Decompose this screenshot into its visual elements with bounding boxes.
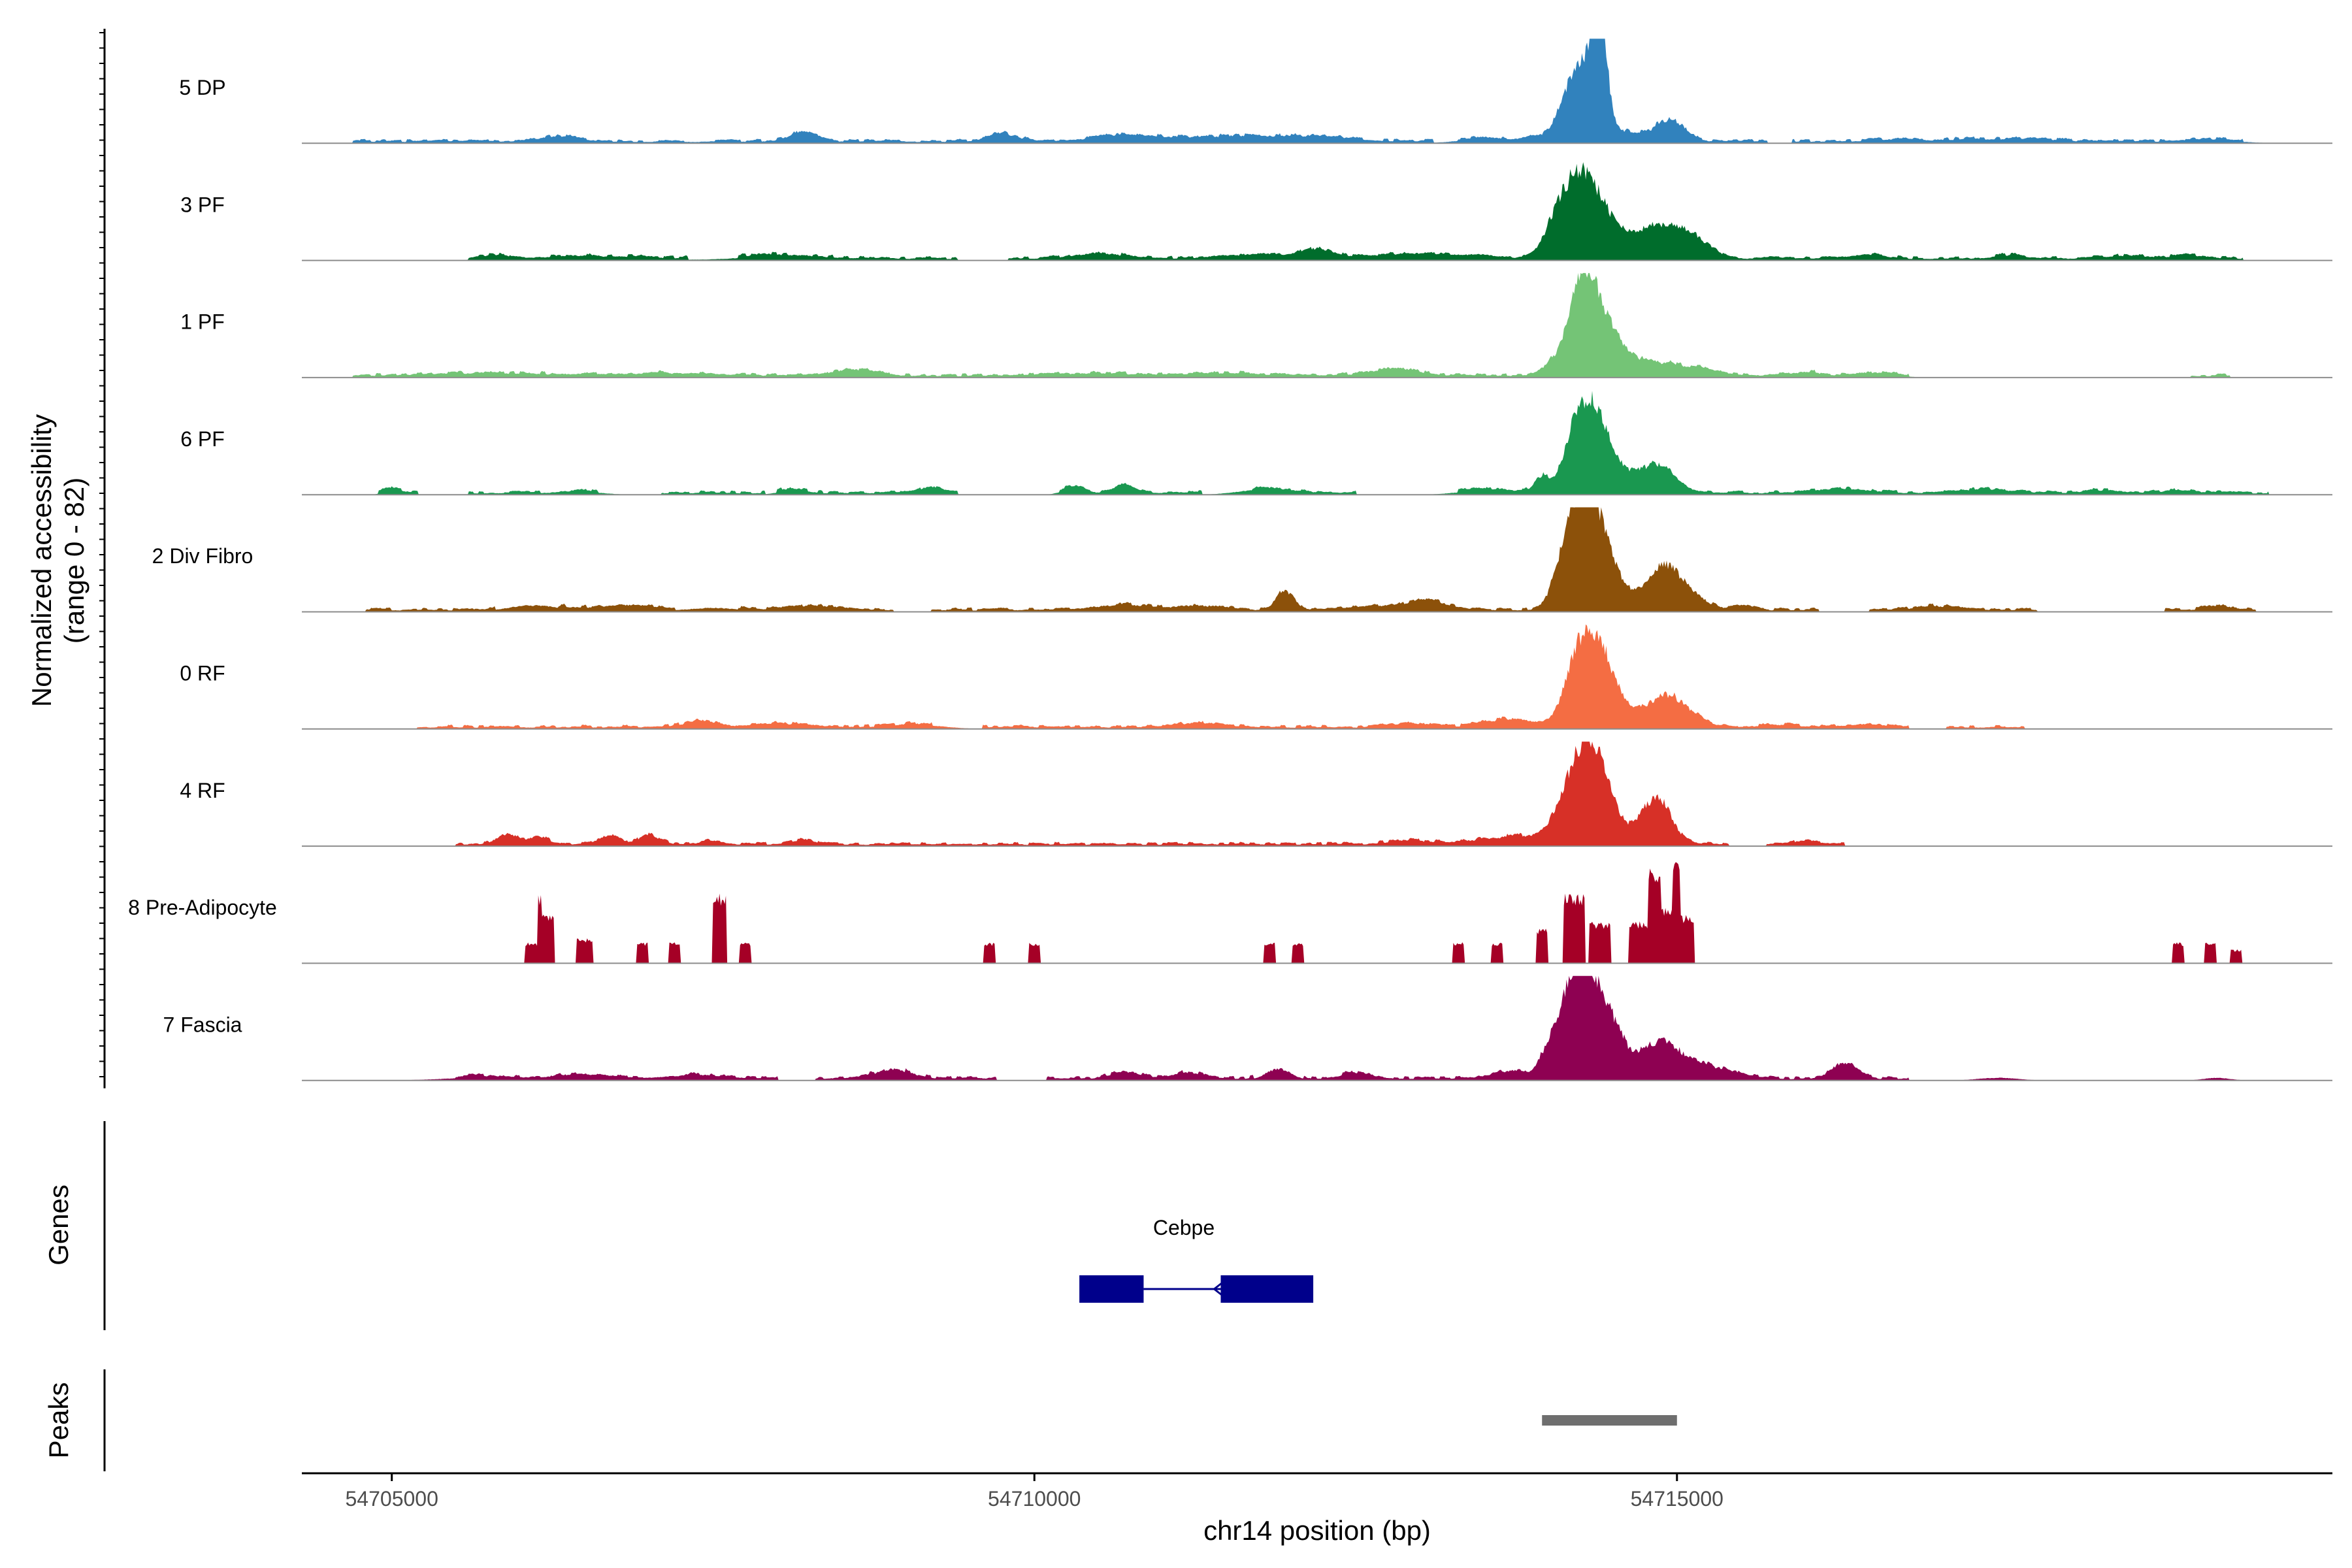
track-label: 1 PF	[180, 310, 225, 334]
gene-name-label: Cebpe	[1153, 1216, 1215, 1239]
peak-region	[1542, 1415, 1677, 1426]
x-axis: 54705000 54710000 54715000	[302, 1472, 2332, 1511]
y-axis-panel	[99, 29, 106, 1088]
coverage-area-2-div-fibro	[302, 507, 2332, 612]
track-7-fascia: 7 Fascia	[163, 975, 2332, 1081]
track-label: 8 Pre-Adipocyte	[128, 896, 277, 919]
track-0-rf: 0 RF	[180, 624, 2332, 730]
peaks-track-label: Peaks	[43, 1382, 74, 1459]
x-axis-label: chr14 position (bp)	[1203, 1515, 1431, 1546]
coverage-area-3-pf	[302, 162, 2332, 261]
coverage-area-1-pf	[302, 272, 2332, 378]
coverage-area-5-dp	[302, 39, 2332, 144]
gene-exon	[1220, 1275, 1314, 1303]
coverage-area-7-fascia	[302, 975, 2332, 1081]
coverage-area-0-rf	[302, 624, 2332, 729]
track-label: 5 DP	[179, 76, 225, 99]
track-3-pf: 3 PF	[180, 162, 2332, 261]
track-6-pf: 6 PF	[180, 391, 2332, 496]
track-label: 6 PF	[180, 427, 225, 451]
track-2-div-fibro: 2 Div Fibro	[152, 507, 2332, 613]
track-label: 3 PF	[180, 193, 225, 216]
track-1-pf: 1 PF	[180, 272, 2332, 378]
gene-exon	[1079, 1275, 1144, 1303]
coverage-tracks: 5 DP 3 PF 1 PF 6 PF 2 Div Fibro 0 RF 4 RF 8 Pre…	[128, 39, 2332, 1081]
coverage-area-4-rf	[302, 742, 2332, 847]
track-label: 2 Div Fibro	[152, 544, 253, 568]
coverage-area-8-pre-adipocyte	[302, 862, 2332, 964]
track-5-dp: 5 DP	[179, 39, 2332, 144]
track-8-pre-adipocyte: 8 Pre-Adipocyte	[128, 862, 2332, 964]
y-axis-label: Normalized accessibility	[26, 414, 57, 707]
track-4-rf: 4 RF	[180, 742, 2332, 847]
y-axis-label-range: (range 0 - 82)	[59, 478, 90, 644]
x-tick-label: 54715000	[1631, 1487, 1723, 1511]
genes-track-label: Genes	[43, 1184, 74, 1266]
coverage-area-6-pf	[302, 391, 2332, 495]
track-label: 0 RF	[180, 662, 225, 685]
track-label: 4 RF	[180, 779, 225, 802]
genes-track	[103, 1121, 1314, 1330]
x-tick-label: 54705000	[346, 1487, 438, 1511]
strand-arrow	[1213, 1281, 1224, 1298]
track-label: 7 Fascia	[163, 1013, 242, 1036]
peaks-track	[103, 1369, 1677, 1471]
x-tick-label: 54710000	[988, 1487, 1081, 1511]
